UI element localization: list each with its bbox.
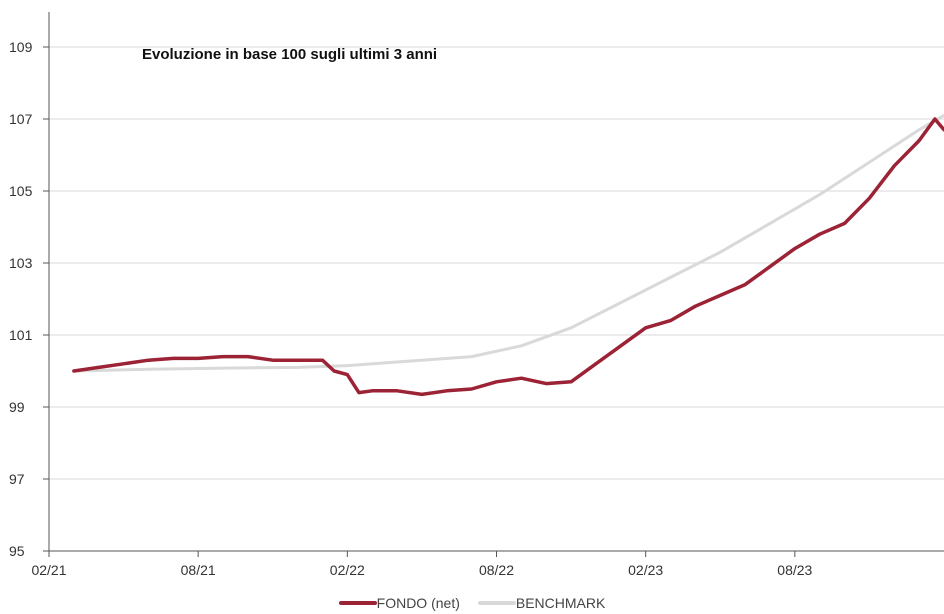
legend-item-fondo[interactable]: FONDO (net) xyxy=(338,595,460,611)
legend-item-benchmark[interactable]: BENCHMARK xyxy=(477,595,606,611)
x-tick-label: 02/22 xyxy=(330,562,365,578)
y-tick-label: 103 xyxy=(9,255,33,271)
legend: FONDO (net) BENCHMARK xyxy=(0,593,944,613)
series-lines xyxy=(72,113,944,397)
line-chart: 95 97 99 101 103 105 107 109 02/21 08/21 02/22 08/… xyxy=(9,12,944,578)
y-tick-label: 101 xyxy=(9,327,33,343)
y-axis-tick-labels: 95 97 99 101 103 105 107 109 xyxy=(9,39,33,559)
legend-label-benchmark: BENCHMARK xyxy=(515,595,606,611)
y-tick-label: 105 xyxy=(9,183,33,199)
x-tick-label: 08/21 xyxy=(181,562,216,578)
y-tick-label: 107 xyxy=(9,111,33,127)
x-tick-label: 02/23 xyxy=(628,562,663,578)
legend-swatch-benchmark xyxy=(477,601,516,605)
axes xyxy=(48,12,944,552)
series-line-benchmark xyxy=(72,113,944,373)
gridlines xyxy=(43,46,944,552)
x-tick-label: 08/22 xyxy=(479,562,514,578)
legend-label-fondo: FONDO (net) xyxy=(376,595,460,611)
y-tick-label: 97 xyxy=(9,471,25,487)
x-tick-label: 08/23 xyxy=(777,562,812,578)
x-tick-label: 02/21 xyxy=(31,562,66,578)
legend-swatch-fondo xyxy=(338,601,377,605)
y-tick-label: 95 xyxy=(9,543,25,559)
x-axis-tick-labels: 02/21 08/21 02/22 08/22 02/23 08/23 xyxy=(31,551,813,578)
y-tick-label: 109 xyxy=(9,39,33,55)
y-tick-label: 99 xyxy=(9,399,25,415)
series-line-fondo xyxy=(72,117,944,397)
chart-title: Evoluzione in base 100 sugli ultimi 3 an… xyxy=(142,46,437,63)
